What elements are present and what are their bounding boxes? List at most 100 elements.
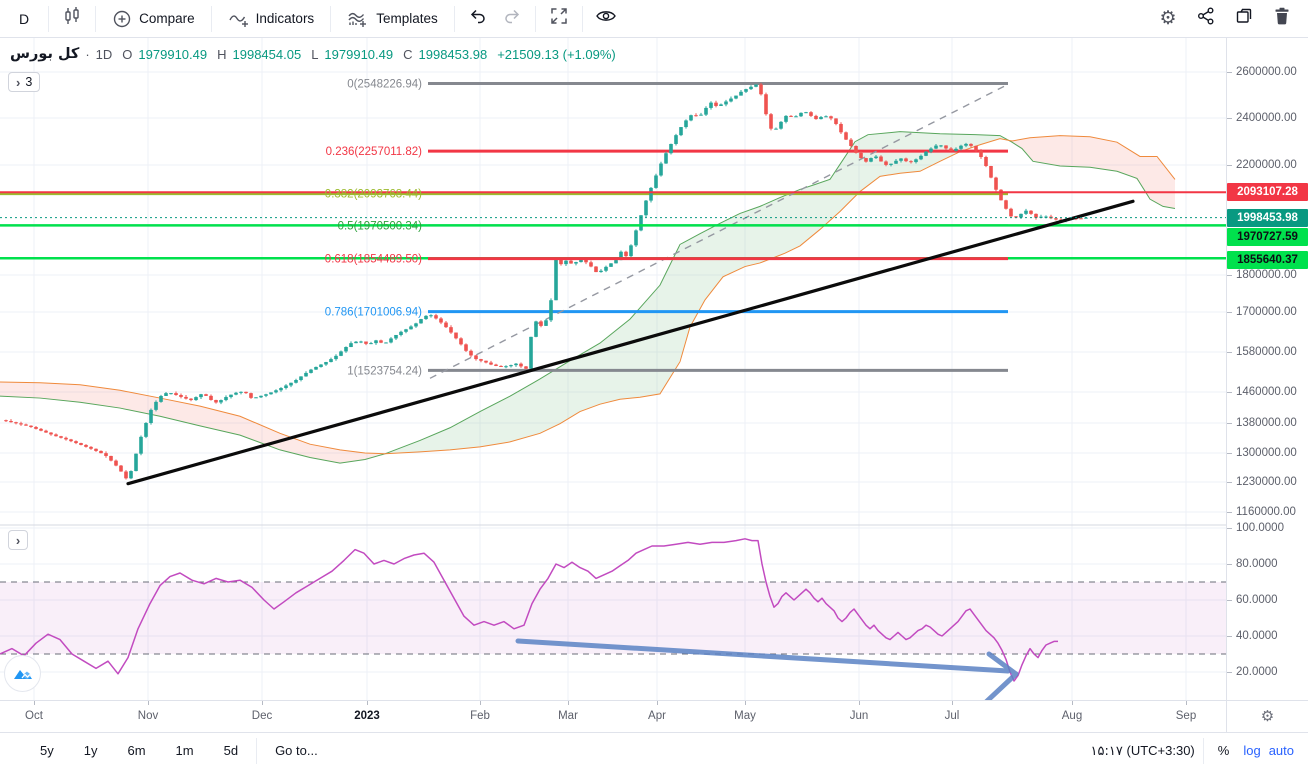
- chevron-right-icon: ›: [16, 74, 21, 90]
- goto-button[interactable]: Go to...: [275, 743, 318, 758]
- time-tick-label: Feb: [470, 710, 490, 722]
- time-axis[interactable]: Oct Nov Dec 2023 Feb Mar Apr May Jun Jul Aug Sep: [0, 700, 1226, 732]
- gear-icon: ⚙: [1159, 8, 1177, 29]
- snapshot-icon: [1234, 6, 1254, 31]
- share-button[interactable]: [1190, 4, 1222, 34]
- fullscreen-icon: [549, 6, 569, 31]
- price-label-badge: 1970727.59: [1227, 228, 1308, 247]
- undo-button[interactable]: [462, 4, 494, 34]
- price-tick: 1460000.00: [1227, 384, 1308, 400]
- fib-label: 0.786(1701006.94): [325, 307, 422, 319]
- time-tick-label: Nov: [137, 710, 159, 722]
- gear-icon: ⚙: [1260, 708, 1275, 725]
- time-tick-label: Jun: [849, 710, 869, 722]
- rsi-pane-collapse-button[interactable]: ›: [8, 530, 28, 550]
- top-toolbar: D Compare Indicators: [0, 0, 1308, 38]
- broker-logo: [4, 655, 41, 692]
- price-tick: 1300000.00: [1227, 445, 1308, 461]
- log-scale-button[interactable]: log: [1243, 743, 1261, 758]
- compare-button[interactable]: Compare: [103, 4, 204, 34]
- time-tick-mark: [480, 701, 481, 705]
- snapshot-button[interactable]: [1228, 4, 1260, 34]
- change-value: +21509.13 (+1.09%): [497, 46, 616, 62]
- settings-button[interactable]: ⚙: [1152, 4, 1184, 34]
- interval-label[interactable]: 1D: [95, 46, 113, 62]
- fullscreen-button[interactable]: [543, 4, 575, 34]
- range-button-5d[interactable]: 5d: [223, 743, 239, 758]
- time-tick-label: Jul: [944, 710, 960, 722]
- fib-label: 0.236(2257011.82): [326, 146, 423, 158]
- main-chart-canvas[interactable]: 0(2548226.94) 0.236(2257011.82) 0.382(2093…: [0, 38, 1226, 700]
- price-tick: 2400000.00: [1227, 110, 1308, 126]
- time-tick-label: Aug: [1061, 710, 1083, 722]
- range-button-1y[interactable]: 1y: [83, 743, 98, 758]
- time-tick-mark: [859, 701, 860, 705]
- annotation-arrow[interactable]: [515, 638, 1019, 700]
- range-button-5y[interactable]: 5y: [40, 743, 54, 758]
- separator: [330, 5, 332, 32]
- separator: [581, 5, 583, 32]
- remove-drawings-button[interactable]: [1266, 4, 1298, 34]
- price-tick: 60.0000: [1227, 592, 1308, 608]
- time-tick-mark: [1186, 701, 1187, 705]
- percent-scale-button[interactable]: %: [1217, 743, 1230, 758]
- price-tick: 80.0000: [1227, 556, 1308, 572]
- price-tick: 2600000.00: [1227, 64, 1308, 80]
- range-button-6m[interactable]: 6m: [127, 743, 146, 758]
- separator: [210, 5, 212, 32]
- separator: [48, 5, 50, 32]
- indicators-label: Indicators: [255, 11, 315, 26]
- object-tree-badge[interactable]: › 3: [8, 72, 41, 92]
- range-button-1m[interactable]: 1m: [175, 743, 194, 758]
- legend-separator: ·: [85, 46, 90, 62]
- time-tick-mark: [745, 701, 746, 705]
- indicators-button[interactable]: Indicators: [219, 4, 324, 34]
- time-tick-mark: [952, 701, 953, 705]
- open-value: 1979910.49: [138, 46, 208, 62]
- compare-label: Compare: [139, 11, 195, 26]
- chevron-right-icon: ›: [15, 532, 21, 548]
- time-tick-mark: [34, 701, 35, 705]
- price-label-badge: 1998453.98: [1227, 208, 1308, 227]
- price-tick: 1800000.00: [1227, 267, 1308, 283]
- close-label: C: [403, 46, 413, 62]
- interval-button[interactable]: D: [19, 10, 30, 27]
- separator: [453, 5, 455, 32]
- chart-area[interactable]: 0(2548226.94) 0.236(2257011.82) 0.382(2093…: [0, 38, 1226, 700]
- fib-label: 1(1523754.24): [347, 365, 422, 377]
- high-value: 1998454.05: [232, 46, 302, 62]
- price-tick: 100.0000: [1227, 520, 1308, 536]
- clock-button[interactable]: ۱۵:۱۷ (UTC+3:30): [1091, 743, 1195, 759]
- price-tick: 1700000.00: [1227, 304, 1308, 320]
- price-tick: 40.0000: [1227, 628, 1308, 644]
- redo-icon: [502, 6, 522, 31]
- bottom-toolbar: 5y 1y 6m 1m 5d Go to... ۱۵:۱۷ (UTC+3:30) % l…: [0, 732, 1308, 768]
- fib-label: 0.618(1854489.50): [325, 254, 422, 266]
- time-tick-label: May: [734, 710, 756, 722]
- redo-button[interactable]: [496, 4, 528, 34]
- time-tick-mark: [1072, 701, 1073, 705]
- symbol-name[interactable]: كل بورس: [10, 46, 80, 62]
- mountain-chart-icon: [13, 669, 32, 679]
- time-tick-label: 2023: [354, 710, 380, 722]
- price-tick: 1580000.00: [1227, 344, 1308, 360]
- price-axis[interactable]: 2600000.00 2400000.00 2200000.00 1800000.00…: [1226, 38, 1308, 700]
- plus-circle-icon: [112, 9, 132, 29]
- fib-label: 0.382(2093768.44): [325, 189, 422, 201]
- price-label-badge: 2093107.28: [1227, 183, 1308, 202]
- time-tick-label: Mar: [558, 710, 578, 722]
- price-tick: 1380000.00: [1227, 415, 1308, 431]
- price-tick: 20.0000: [1227, 664, 1308, 680]
- chart-style-button[interactable]: [56, 4, 88, 34]
- undo-icon: [468, 6, 488, 31]
- high-label: H: [217, 46, 227, 62]
- templates-button[interactable]: Templates: [338, 4, 447, 34]
- time-tick-label: Sep: [1175, 710, 1197, 722]
- hide-drawings-button[interactable]: [590, 4, 622, 34]
- auto-scale-button[interactable]: auto: [1268, 743, 1294, 758]
- chart-legend: كل بورس · 1D O 1979910.49 H 1998454.05 L…: [10, 46, 616, 62]
- time-value: ۱۵:۱۷: [1090, 743, 1123, 759]
- low-label: L: [311, 46, 319, 62]
- separator: [1202, 737, 1204, 764]
- axis-settings-corner[interactable]: ⚙: [1226, 700, 1308, 732]
